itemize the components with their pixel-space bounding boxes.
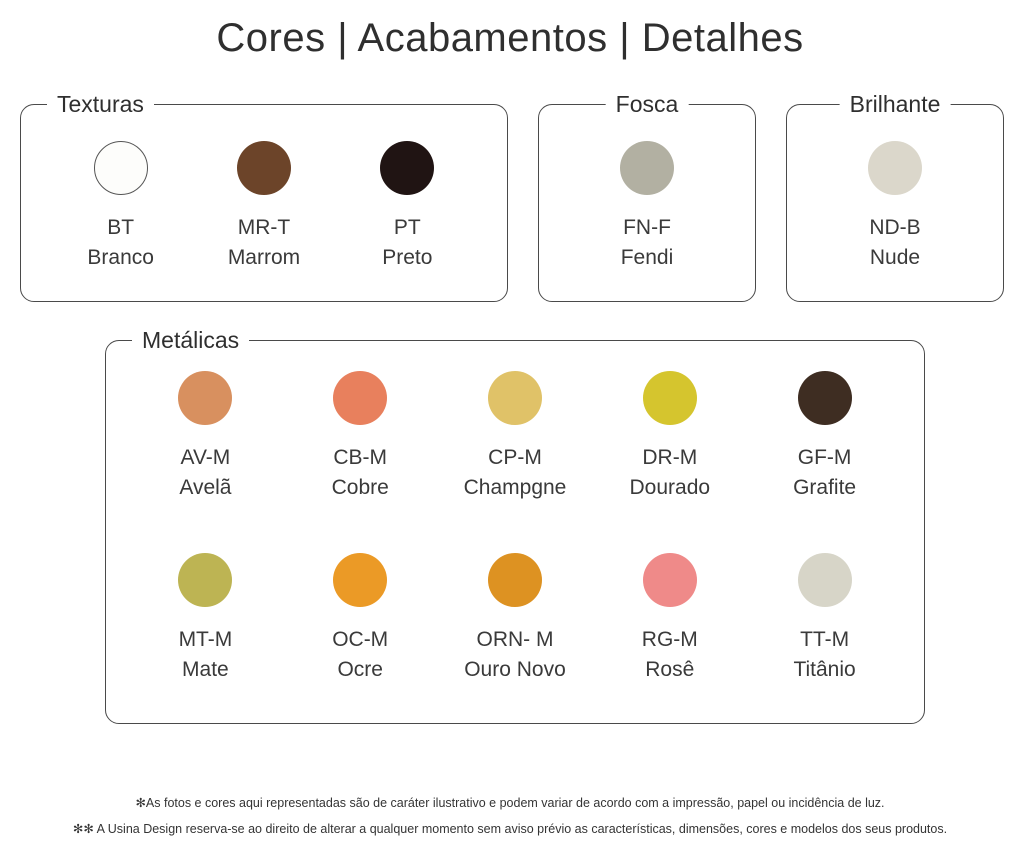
swatch-dot-cp-m	[487, 371, 542, 425]
swatch-code-nd-b: ND-B	[869, 216, 921, 239]
swatch-dot-tt-m	[797, 553, 852, 607]
group-legend-texturas: Texturas	[47, 90, 154, 118]
swatch-name-nd-b: Nude	[869, 246, 921, 269]
swatch-name-cb-m: Cobre	[331, 476, 389, 499]
swatch-cell-nd-b[interactable]: ND-B Nude	[787, 141, 1003, 273]
group-fosca: Fosca FN-F Fendi	[538, 90, 756, 302]
swatch-dot-fn-f	[620, 141, 674, 195]
swatch-code-tt-m: TT-M	[800, 628, 850, 651]
swatch-cell-cb-m[interactable]: CB-M Cobre	[283, 371, 438, 503]
swatch-name-dr-m: Dourado	[629, 476, 711, 499]
swatch-name-oc-m: Ocre	[337, 658, 383, 681]
swatch-dot-av-m	[178, 371, 233, 425]
swatch-code-av-m: AV-M	[180, 446, 231, 469]
swatch-row-metalicas-2: MT-M Mate OC-M Ocre ORN- M Ouro Novo RG-…	[106, 553, 924, 685]
swatch-cell-oc-m[interactable]: OC-M Ocre	[283, 553, 438, 685]
footnote-rights-reserved: ✻✻ A Usina Design reserva-se ao direito …	[72, 822, 948, 836]
swatch-cell-cp-m[interactable]: CP-M Champgne	[438, 371, 593, 503]
swatch-dot-rg-m	[642, 553, 697, 607]
swatch-name-pt: Preto	[382, 246, 433, 269]
swatch-code-rg-m: RG-M	[641, 628, 698, 651]
swatch-row-metalicas-1: AV-M Avelã CB-M Cobre CP-M Champgne DR-M…	[106, 371, 924, 503]
swatch-name-tt-m: Titânio	[793, 658, 856, 681]
swatch-name-bt: Branco	[87, 246, 154, 269]
swatch-name-gf-m: Grafite	[793, 476, 857, 499]
swatch-dot-dr-m	[642, 371, 697, 425]
swatch-dot-oc-m	[333, 553, 388, 607]
swatch-name-av-m: Avelã	[179, 476, 232, 499]
group-legend-metalicas: Metálicas	[132, 326, 250, 354]
swatch-name-cp-m: Champgne	[463, 476, 567, 499]
swatch-cell-tt-m[interactable]: TT-M Titânio	[747, 553, 902, 685]
page-title: Cores | Acabamentos | Detalhes	[216, 16, 804, 60]
swatch-dot-gf-m	[797, 371, 852, 425]
swatch-name-mt-m: Mate	[182, 658, 229, 681]
swatch-cell-gf-m[interactable]: GF-M Grafite	[747, 371, 902, 503]
swatch-name-fn-f: Fendi	[620, 246, 674, 269]
group-brilhante: Brilhante ND-B Nude	[786, 90, 1004, 302]
footnotes: ✻As fotos e cores aqui representadas são…	[0, 790, 1020, 842]
swatch-cell-mr-t[interactable]: MR-T Marrom	[192, 141, 335, 273]
swatch-dot-bt	[93, 141, 148, 195]
swatch-code-orn-m: ORN- M	[476, 628, 554, 651]
group-texturas: Texturas BT Branco MR-T Marrom PT Preto	[20, 90, 508, 302]
swatch-dot-nd-b	[868, 141, 922, 195]
swatch-name-orn-m: Ouro Novo	[464, 658, 566, 681]
swatch-code-cb-m: CB-M	[333, 446, 388, 469]
swatch-dot-orn-m	[487, 553, 542, 607]
group-legend-fosca: Fosca	[605, 90, 689, 118]
swatch-row: ND-B Nude	[787, 141, 1003, 273]
swatch-code-dr-m: DR-M	[642, 446, 698, 469]
swatch-code-oc-m: OC-M	[332, 628, 389, 651]
swatch-cell-rg-m[interactable]: RG-M Rosê	[592, 553, 747, 685]
swatch-code-fn-f: FN-F	[623, 216, 671, 239]
swatch-cell-bt[interactable]: BT Branco	[49, 141, 192, 273]
swatch-name-rg-m: Rosê	[645, 658, 695, 681]
swatch-row: BT Branco MR-T Marrom PT Preto	[21, 141, 507, 273]
swatch-dot-mr-t	[236, 141, 291, 195]
swatch-code-pt: PT	[393, 216, 421, 239]
swatch-dot-pt	[380, 141, 435, 195]
swatch-dot-cb-m	[333, 371, 388, 425]
group-metalicas: Metálicas AV-M Avelã CB-M Cobre CP-M Cha…	[105, 326, 925, 724]
swatch-cell-pt[interactable]: PT Preto	[336, 141, 479, 273]
swatch-cell-av-m[interactable]: AV-M Avelã	[128, 371, 283, 503]
swatch-dot-mt-m	[178, 553, 233, 607]
swatch-row: FN-F Fendi	[539, 141, 755, 273]
footnote-illustrative: ✻As fotos e cores aqui representadas são…	[135, 796, 885, 810]
swatch-code-cp-m: CP-M	[488, 446, 542, 469]
swatch-code-mt-m: MT-M	[178, 628, 233, 651]
swatch-code-bt: BT	[107, 216, 135, 239]
swatch-cell-dr-m[interactable]: DR-M Dourado	[592, 371, 747, 503]
swatch-cell-orn-m[interactable]: ORN- M Ouro Novo	[438, 553, 593, 685]
swatch-code-gf-m: GF-M	[797, 446, 852, 469]
group-legend-brilhante: Brilhante	[839, 90, 951, 118]
swatch-cell-fn-f[interactable]: FN-F Fendi	[539, 141, 755, 273]
swatch-code-mr-t: MR-T	[237, 216, 291, 239]
swatch-cell-mt-m[interactable]: MT-M Mate	[128, 553, 283, 685]
swatch-name-mr-t: Marrom	[227, 246, 301, 269]
